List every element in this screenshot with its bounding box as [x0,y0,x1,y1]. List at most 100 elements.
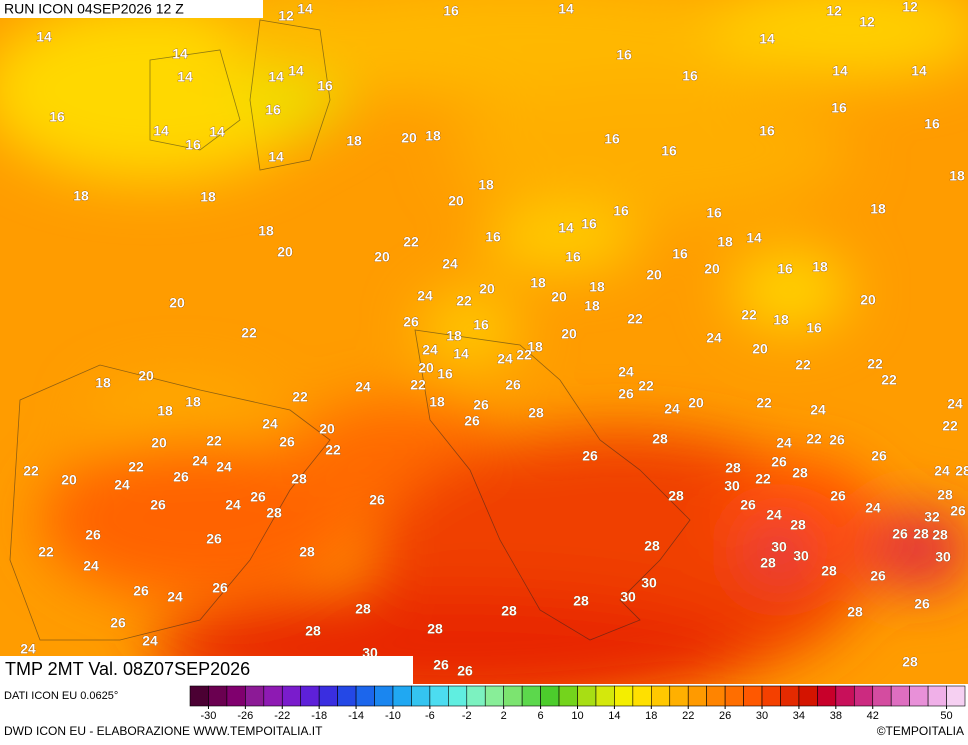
isotherm-label: 18 [717,234,733,250]
isotherm-label: 20 [138,368,154,384]
isotherm-label: 24 [618,364,634,380]
isotherm-label: 30 [771,539,787,555]
colorbar-tick-label: -22 [274,710,290,722]
isotherm-label: 18 [425,128,441,144]
isotherm-label: 28 [913,526,929,542]
colorbar-swatch [558,685,578,707]
isotherm-label: 14 [453,346,469,362]
colorbar-swatch [226,685,246,707]
isotherm-label: 16 [565,249,581,265]
isotherm-label: 26 [871,448,887,464]
isotherm-label: 22 [627,311,643,327]
colorbar-tick-label: 6 [538,710,544,722]
colorbar-tick-label: 22 [682,710,694,722]
isotherm-label: 20 [860,292,876,308]
colorbar-tick-label: -10 [385,710,401,722]
isotherm-label: 18 [530,275,546,291]
isotherm-label: 24 [417,288,433,304]
colorbar-swatch [466,685,486,707]
isotherm-label: 14 [832,63,848,79]
isotherm-label: 16 [317,78,333,94]
run-title: RUN ICON 04SEP2026 12 Z [4,1,184,17]
isotherm-label: 28 [847,604,863,620]
isotherm-label: 22 [806,431,822,447]
colorbar-swatch [355,685,375,707]
source-label: DATI ICON EU 0.0625° [4,690,118,702]
isotherm-label: 20 [277,244,293,260]
isotherm-label: 24 [934,463,950,479]
isotherm-label: 16 [443,3,459,19]
colorbar-swatch [411,685,431,707]
isotherm-label: 24 [664,401,680,417]
isotherm-label: 22 [325,442,341,458]
isotherm-label: 30 [641,575,657,591]
isotherm-label: 18 [185,394,201,410]
isotherm-label: 26 [403,314,419,330]
colorbar-swatch [724,685,744,707]
isotherm-label: 20 [688,395,704,411]
colorbar-swatch [503,685,523,707]
isotherm-label: 16 [924,116,940,132]
isotherm-label: 26 [505,377,521,393]
isotherm-label: 18 [346,133,362,149]
isotherm-label: 28 [932,527,948,543]
colorbar-tick-label: -2 [462,710,472,722]
isotherm-label: 18 [870,201,886,217]
isotherm-label: 22 [638,378,654,394]
isotherm-label: 14 [177,69,193,85]
isotherm-label: 16 [581,216,597,232]
isotherm-label: 22 [867,356,883,372]
isotherm-label: 26 [950,503,966,519]
isotherm-label: 22 [741,307,757,323]
colorbar-tick-label: 50 [940,710,952,722]
isotherm-label: 14 [288,63,304,79]
isotherm-label: 24 [947,396,963,412]
isotherm-label: 20 [319,421,335,437]
isotherm-label: 18 [584,298,600,314]
colorbar-swatch [208,685,228,707]
isotherm-label: 24 [83,558,99,574]
isotherm-label: 22 [206,433,222,449]
isotherm-label: 16 [49,109,65,125]
isotherm-label: 24 [865,500,881,516]
isotherm-label: 24 [216,459,232,475]
isotherm-label: 28 [725,460,741,476]
isotherm-label: 18 [773,312,789,328]
isotherm-label: 18 [812,259,828,275]
isotherm-label: 26 [133,583,149,599]
colorbar-swatch [318,685,338,707]
colorbar-tick-label: -26 [237,710,253,722]
isotherm-label: 20 [561,326,577,342]
colorbar-swatch [337,685,357,707]
isotherm-label: 28 [427,621,443,637]
colorbar-swatch [263,685,283,707]
colorbar-swatch [448,685,468,707]
isotherm-label: 26 [829,432,845,448]
colorbar-swatch [890,685,910,707]
isotherm-label: 16 [604,131,620,147]
isotherm-label: 14 [911,63,927,79]
colorbar-swatch [927,685,947,707]
isotherm-label: 22 [942,418,958,434]
isotherm-label: 14 [172,46,188,62]
isotherm-label: 26 [85,527,101,543]
isotherm-label: 26 [740,497,756,513]
isotherm-label: 16 [777,261,793,277]
isotherm-label: 28 [937,487,953,503]
temperature-field [0,0,968,684]
colorbar-tick-label: -30 [200,710,216,722]
isotherm-label: 26 [914,596,930,612]
isotherm-label: 22 [795,357,811,373]
isotherm-label: 28 [821,563,837,579]
isotherm-label: 32 [924,509,940,525]
isotherm-label: 24 [422,342,438,358]
colorbar-swatch [632,685,652,707]
isotherm-label: 16 [185,137,201,153]
isotherm-label: 22 [456,293,472,309]
isotherm-label: 14 [746,230,762,246]
colorbar-tick-label: -18 [311,710,327,722]
isotherm-label: 14 [36,29,52,45]
isotherm-label: 20 [151,435,167,451]
